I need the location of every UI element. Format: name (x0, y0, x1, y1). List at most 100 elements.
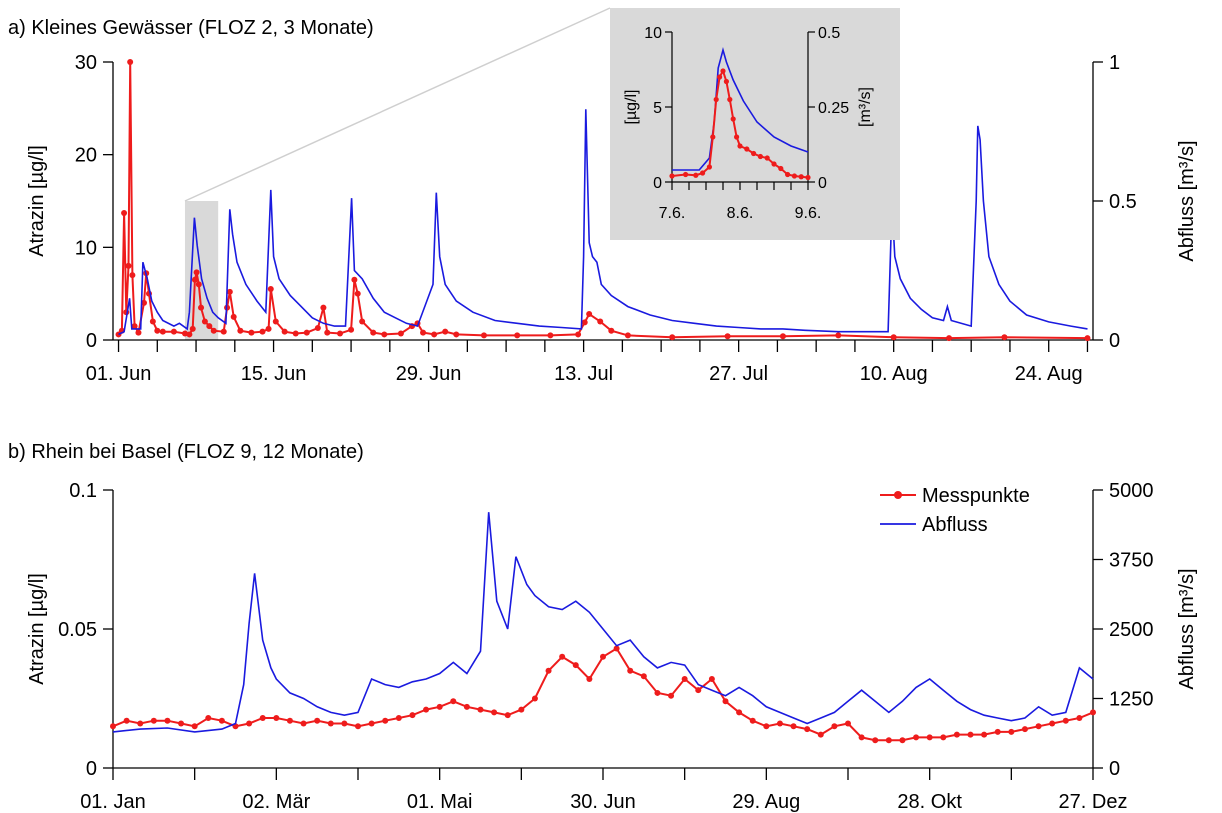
data-point (858, 734, 865, 741)
data-point (303, 329, 310, 336)
data-point (890, 334, 897, 341)
inset-y-tick-label: 10 (644, 25, 662, 42)
y-axis-title: Atrazin [µg/l] (26, 145, 48, 257)
inset-data-point (720, 68, 726, 74)
data-point (1008, 728, 1015, 735)
y-tick-label: 10 (75, 237, 97, 259)
data-point (845, 720, 851, 727)
data-point (186, 331, 193, 338)
zoom-connector (184, 7, 611, 202)
data-point (300, 720, 307, 727)
inset-y2-tick-label: 0 (818, 175, 827, 192)
inset-y-tick-label: 0 (653, 175, 662, 192)
y-tick-label: 0.05 (58, 619, 97, 641)
inset-chart: 0 5 10 0 0.25 0.5 7.6. 8.6. 9.6. [µg/l] [m³/s] (184, 7, 900, 240)
data-point (885, 737, 892, 744)
data-point (514, 332, 521, 339)
y-tick-label: 0 (86, 758, 97, 780)
inset-data-point (717, 74, 723, 80)
data-point (348, 326, 355, 333)
data-point (237, 327, 244, 334)
inset-data-point (785, 171, 791, 178)
data-point (477, 706, 484, 713)
legend-abfluss-label: Abfluss (922, 514, 988, 536)
data-point (123, 717, 130, 724)
x-tick-label: 29. Aug (732, 791, 800, 813)
y2-axis-title: Abfluss [m³/s] (1176, 568, 1198, 689)
data-point (668, 692, 675, 699)
x-tick-label: 13. Jul (554, 363, 613, 385)
data-point (724, 333, 731, 340)
data-point (431, 331, 438, 338)
data-point (164, 717, 171, 724)
data-point (831, 723, 838, 730)
data-point (327, 720, 334, 727)
data-point (381, 331, 388, 338)
inset-y2-tick-label: 0.25 (818, 100, 849, 117)
inset-y2-tick-label: 0.5 (818, 25, 840, 42)
data-point (545, 667, 552, 674)
data-point (230, 313, 237, 320)
y2-tick-label: 1250 (1109, 689, 1154, 711)
data-point (135, 329, 142, 336)
data-point (776, 720, 783, 727)
inset-y-axis-title: [µg/l] (623, 89, 640, 124)
y2-tick-label: 3750 (1109, 550, 1154, 572)
data-point (586, 311, 593, 318)
data-point (835, 332, 842, 339)
x-tick-label: 28. Okt (897, 791, 962, 813)
y-axis-title: Atrazin [µg/l] (26, 573, 48, 685)
data-point (575, 331, 582, 338)
data-point (314, 324, 321, 331)
series-line-messpunkte (112, 647, 1094, 742)
data-point (320, 304, 327, 311)
data-point (127, 59, 134, 65)
data-point (273, 714, 280, 721)
data-point (154, 327, 161, 334)
data-point (749, 717, 756, 724)
x-tick-label: 27. Dez (1059, 791, 1128, 813)
inset-data-point (791, 173, 798, 179)
inset-y2-axis-title: [m³/s] (857, 87, 874, 127)
data-point (613, 645, 620, 652)
x-tick-label: 30. Jun (570, 791, 636, 813)
data-point (597, 318, 604, 325)
data-point (790, 723, 797, 730)
data-point (191, 723, 198, 730)
y2-tick-label: 0 (1109, 758, 1120, 780)
data-point (272, 318, 279, 325)
data-point (1062, 717, 1069, 724)
inset-data-point (706, 164, 713, 170)
data-point (608, 327, 615, 334)
data-point (368, 720, 375, 727)
data-point (926, 734, 933, 741)
data-point (722, 698, 729, 705)
inset-data-point (744, 146, 750, 152)
data-point (600, 653, 606, 660)
data-point (572, 662, 579, 669)
series-line-abfluss (112, 512, 1094, 733)
data-point (198, 304, 205, 311)
data-point (324, 329, 331, 336)
x-tick-label: 01. Jun (86, 363, 152, 385)
y2-tick-label: 1 (1109, 52, 1120, 74)
data-point (314, 717, 321, 724)
data-point (359, 318, 366, 325)
inset-x-tick-label: 7.6. (659, 205, 686, 222)
data-point (125, 262, 132, 269)
data-point (480, 332, 487, 339)
inset-data-point (771, 161, 777, 167)
data-point (206, 323, 213, 330)
data-point (624, 332, 631, 339)
data-point (669, 334, 676, 341)
legend-messpunkte-marker (894, 491, 902, 499)
data-point (246, 720, 253, 727)
data-point (159, 328, 166, 335)
data-point (994, 728, 1001, 735)
data-point (141, 299, 148, 306)
inset-data-point (751, 150, 757, 157)
data-point (189, 325, 196, 332)
data-point (695, 687, 702, 694)
data-point (248, 329, 255, 336)
data-point (681, 676, 688, 683)
